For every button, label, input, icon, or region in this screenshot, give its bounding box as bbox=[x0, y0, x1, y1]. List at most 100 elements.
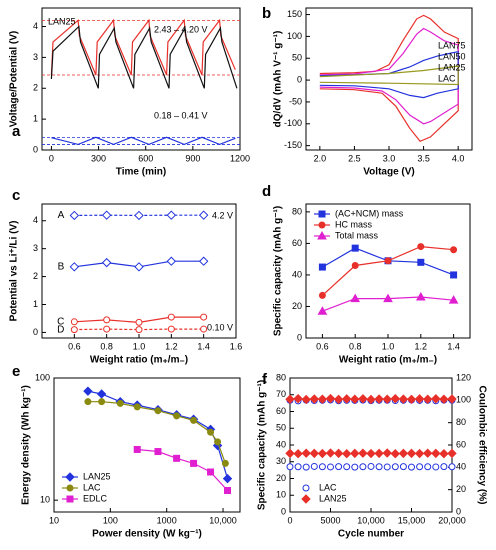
plot-frame bbox=[53, 377, 241, 513]
marker bbox=[406, 394, 417, 405]
panel-letter: e bbox=[12, 363, 20, 380]
y-tick-label: 20 bbox=[292, 301, 302, 311]
marker bbox=[190, 459, 198, 467]
y-tick-label: -150 bbox=[284, 140, 302, 150]
marker bbox=[318, 263, 326, 271]
marker bbox=[70, 318, 78, 326]
marker bbox=[214, 438, 222, 446]
marker bbox=[134, 262, 144, 272]
x-tick-label: 1.2 bbox=[415, 341, 428, 351]
x-tick-label: 20,000 bbox=[438, 515, 466, 525]
marker bbox=[422, 448, 433, 458]
marker bbox=[439, 449, 449, 459]
y-tick-label: 20 bbox=[276, 473, 286, 483]
marker bbox=[341, 449, 352, 459]
marker bbox=[448, 463, 456, 471]
series-label: A bbox=[58, 210, 65, 221]
marker bbox=[358, 448, 368, 458]
marker bbox=[101, 210, 112, 220]
marker bbox=[335, 463, 343, 471]
marker bbox=[414, 394, 425, 404]
marker bbox=[302, 463, 310, 471]
x-tick-label: 2.5 bbox=[348, 153, 361, 163]
marker bbox=[166, 210, 177, 220]
marker bbox=[431, 394, 441, 404]
legend-marker bbox=[318, 210, 326, 218]
x-tick-label: 1.0 bbox=[382, 341, 395, 351]
y-tick-label: 0 bbox=[281, 506, 286, 516]
marker bbox=[417, 243, 425, 251]
y-axis-label: dQ/dV (mAh V⁻¹ g⁻¹) bbox=[273, 31, 284, 128]
series-line bbox=[50, 25, 238, 89]
y2-tick-label: 100 bbox=[456, 395, 471, 405]
annotation: 2.43 – 4.20 V bbox=[154, 24, 208, 34]
marker bbox=[367, 462, 375, 470]
marker bbox=[285, 394, 295, 404]
marker bbox=[207, 428, 215, 436]
y-axis-label: Voltage/Potential (V) bbox=[9, 31, 20, 128]
x-tick-label: 0.8 bbox=[100, 341, 113, 351]
marker bbox=[223, 486, 231, 494]
marker bbox=[309, 394, 320, 404]
y-tick-label: 2 bbox=[33, 271, 38, 281]
marker bbox=[366, 394, 376, 405]
annotation: LAN25 bbox=[48, 16, 76, 26]
y-tick-label: 100 bbox=[35, 372, 50, 382]
marker bbox=[390, 449, 401, 459]
marker bbox=[200, 313, 208, 321]
series-line bbox=[50, 18, 236, 76]
legend-label: LAN25 bbox=[83, 471, 111, 481]
legend-marker bbox=[302, 484, 310, 492]
y-tick-label: 0 bbox=[297, 332, 302, 342]
y-tick-label: 40 bbox=[276, 439, 286, 449]
y-axis-label: Energy density (Wh kg⁻¹) bbox=[21, 385, 32, 505]
x-tick-label: 1.4 bbox=[197, 341, 210, 351]
series-line bbox=[51, 136, 236, 146]
y-tick-label: 150 bbox=[287, 9, 302, 19]
series-label: C bbox=[57, 316, 64, 327]
marker bbox=[414, 448, 425, 459]
marker bbox=[333, 448, 344, 459]
y-axis-label: Potential vs Li⁺/Li (V) bbox=[9, 221, 20, 322]
marker bbox=[96, 389, 107, 399]
marker bbox=[173, 454, 181, 462]
marker bbox=[198, 256, 209, 266]
x-tick-label: 3.5 bbox=[417, 153, 430, 163]
marker bbox=[359, 463, 367, 471]
annotation: 0.18 – 0.41 V bbox=[154, 110, 208, 120]
annotation: 4.2 V bbox=[212, 210, 233, 220]
panel-letter: b bbox=[262, 5, 271, 22]
legend-label: Total mass bbox=[335, 230, 379, 240]
legend-marker bbox=[66, 484, 74, 492]
marker bbox=[399, 463, 407, 471]
y-axis-label: Specific capacity (mAh g⁻¹) bbox=[257, 380, 268, 510]
marker bbox=[98, 398, 106, 406]
marker bbox=[382, 448, 392, 458]
plot-frame bbox=[305, 203, 471, 339]
marker bbox=[133, 403, 141, 411]
marker bbox=[103, 325, 111, 333]
marker bbox=[293, 449, 303, 459]
marker bbox=[398, 394, 409, 404]
marker bbox=[135, 326, 143, 334]
marker bbox=[432, 463, 440, 471]
x-tick-label: 100 bbox=[103, 515, 118, 525]
y-tick-label: 60 bbox=[292, 238, 302, 248]
y2-axis-label: Coulombic efficiency (%) bbox=[476, 386, 487, 505]
marker bbox=[294, 463, 302, 471]
x-axis-label: Cycle number bbox=[338, 529, 404, 540]
y-tick-label: 0 bbox=[33, 327, 38, 337]
legend-label: EDLC bbox=[83, 493, 108, 503]
marker bbox=[317, 448, 328, 459]
y-tick-label: 10 bbox=[276, 490, 286, 500]
x-tick-label: 3.0 bbox=[383, 153, 396, 163]
y-tick-label: 0 bbox=[297, 74, 302, 84]
y-tick-label: 2 bbox=[33, 83, 38, 93]
marker bbox=[424, 463, 432, 471]
x-tick-label: 300 bbox=[91, 153, 106, 163]
legend-marker bbox=[65, 472, 75, 482]
y-axis-label: Specific capacity (mAh g⁻¹) bbox=[273, 206, 284, 336]
marker bbox=[317, 306, 328, 315]
x-tick-label: 1000 bbox=[157, 515, 177, 525]
marker bbox=[167, 325, 175, 333]
